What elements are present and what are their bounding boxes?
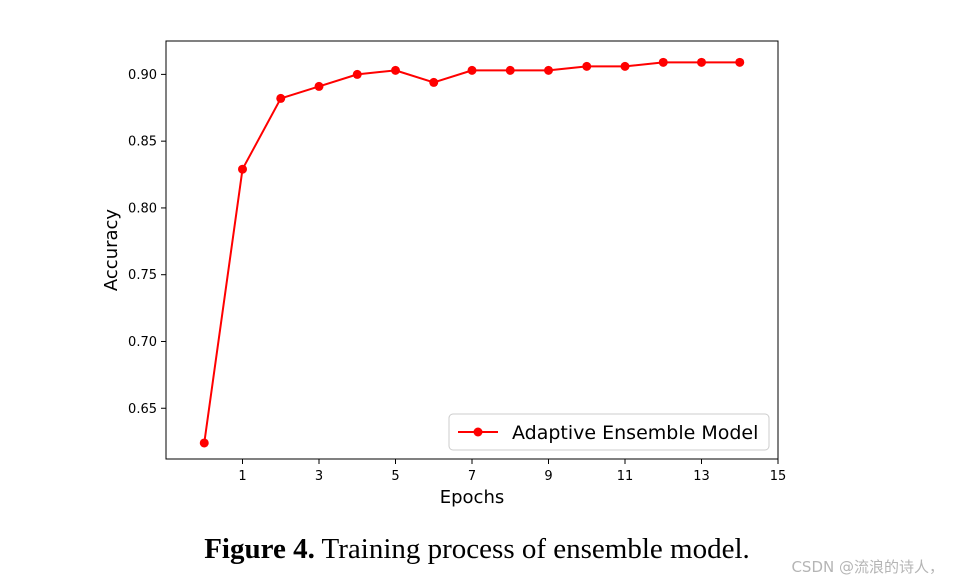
watermark: CSDN @流浪的诗人，: [791, 558, 944, 576]
data-point: [620, 61, 630, 71]
y-axis-title: Accuracy: [101, 209, 122, 292]
series-group: [199, 57, 745, 448]
data-point: [199, 438, 209, 448]
figure-caption-label: Figure 4.: [204, 533, 315, 565]
data-point: [467, 65, 477, 75]
x-tick-label: 15: [770, 469, 787, 484]
series-line: [203, 61, 740, 444]
x-tick-label: 5: [391, 469, 399, 484]
data-point: [429, 77, 439, 87]
x-tick-label: 9: [544, 469, 552, 484]
y-tick-label: 0.75: [128, 268, 157, 283]
y-tick-label: 0.80: [128, 201, 157, 216]
x-axis-title: Epochs: [440, 487, 505, 508]
plot-frame: [165, 40, 779, 460]
accuracy-chart: 0.650.700.750.800.850.90 1 3 5 7 9 11 13 15 Epo…: [101, 40, 786, 508]
y-tick-label: 0.65: [128, 402, 157, 417]
data-point: [314, 81, 324, 91]
data-point: [697, 57, 706, 67]
y-tick-label: 0.70: [128, 335, 157, 350]
data-point: [391, 65, 400, 75]
data-point: [238, 164, 247, 174]
data-point: [352, 69, 362, 79]
legend-box: [448, 413, 770, 451]
legend-label: Adaptive Ensemble Model: [512, 422, 758, 444]
x-tick-label: 11: [617, 469, 634, 484]
legend-marker-sample: [473, 427, 483, 437]
x-tick-label: 13: [693, 469, 710, 484]
y-axis: 0.65 0.70 0.75 0.80 0.85 0.90: [128, 68, 166, 417]
figure-caption: Figure 4. Training process of ensemble m…: [0, 533, 954, 566]
data-point: [544, 65, 553, 75]
x-tick-label: 7: [468, 469, 476, 484]
data-point: [582, 61, 592, 71]
data-point: [276, 93, 286, 103]
data-point: [658, 57, 668, 67]
x-tick-label: 3: [315, 469, 323, 484]
data-point: [735, 57, 745, 67]
x-axis: 1 3 5 7 9 11 13 15: [238, 459, 786, 484]
figure-caption-text: Training process of ensemble model.: [314, 533, 750, 565]
data-point: [505, 65, 515, 75]
x-tick-label: 1: [238, 469, 246, 484]
y-tick-label: 0.85: [128, 135, 157, 150]
y-tick-label: 0.90: [128, 68, 157, 83]
legend: Adaptive Ensemble Model: [448, 413, 770, 451]
